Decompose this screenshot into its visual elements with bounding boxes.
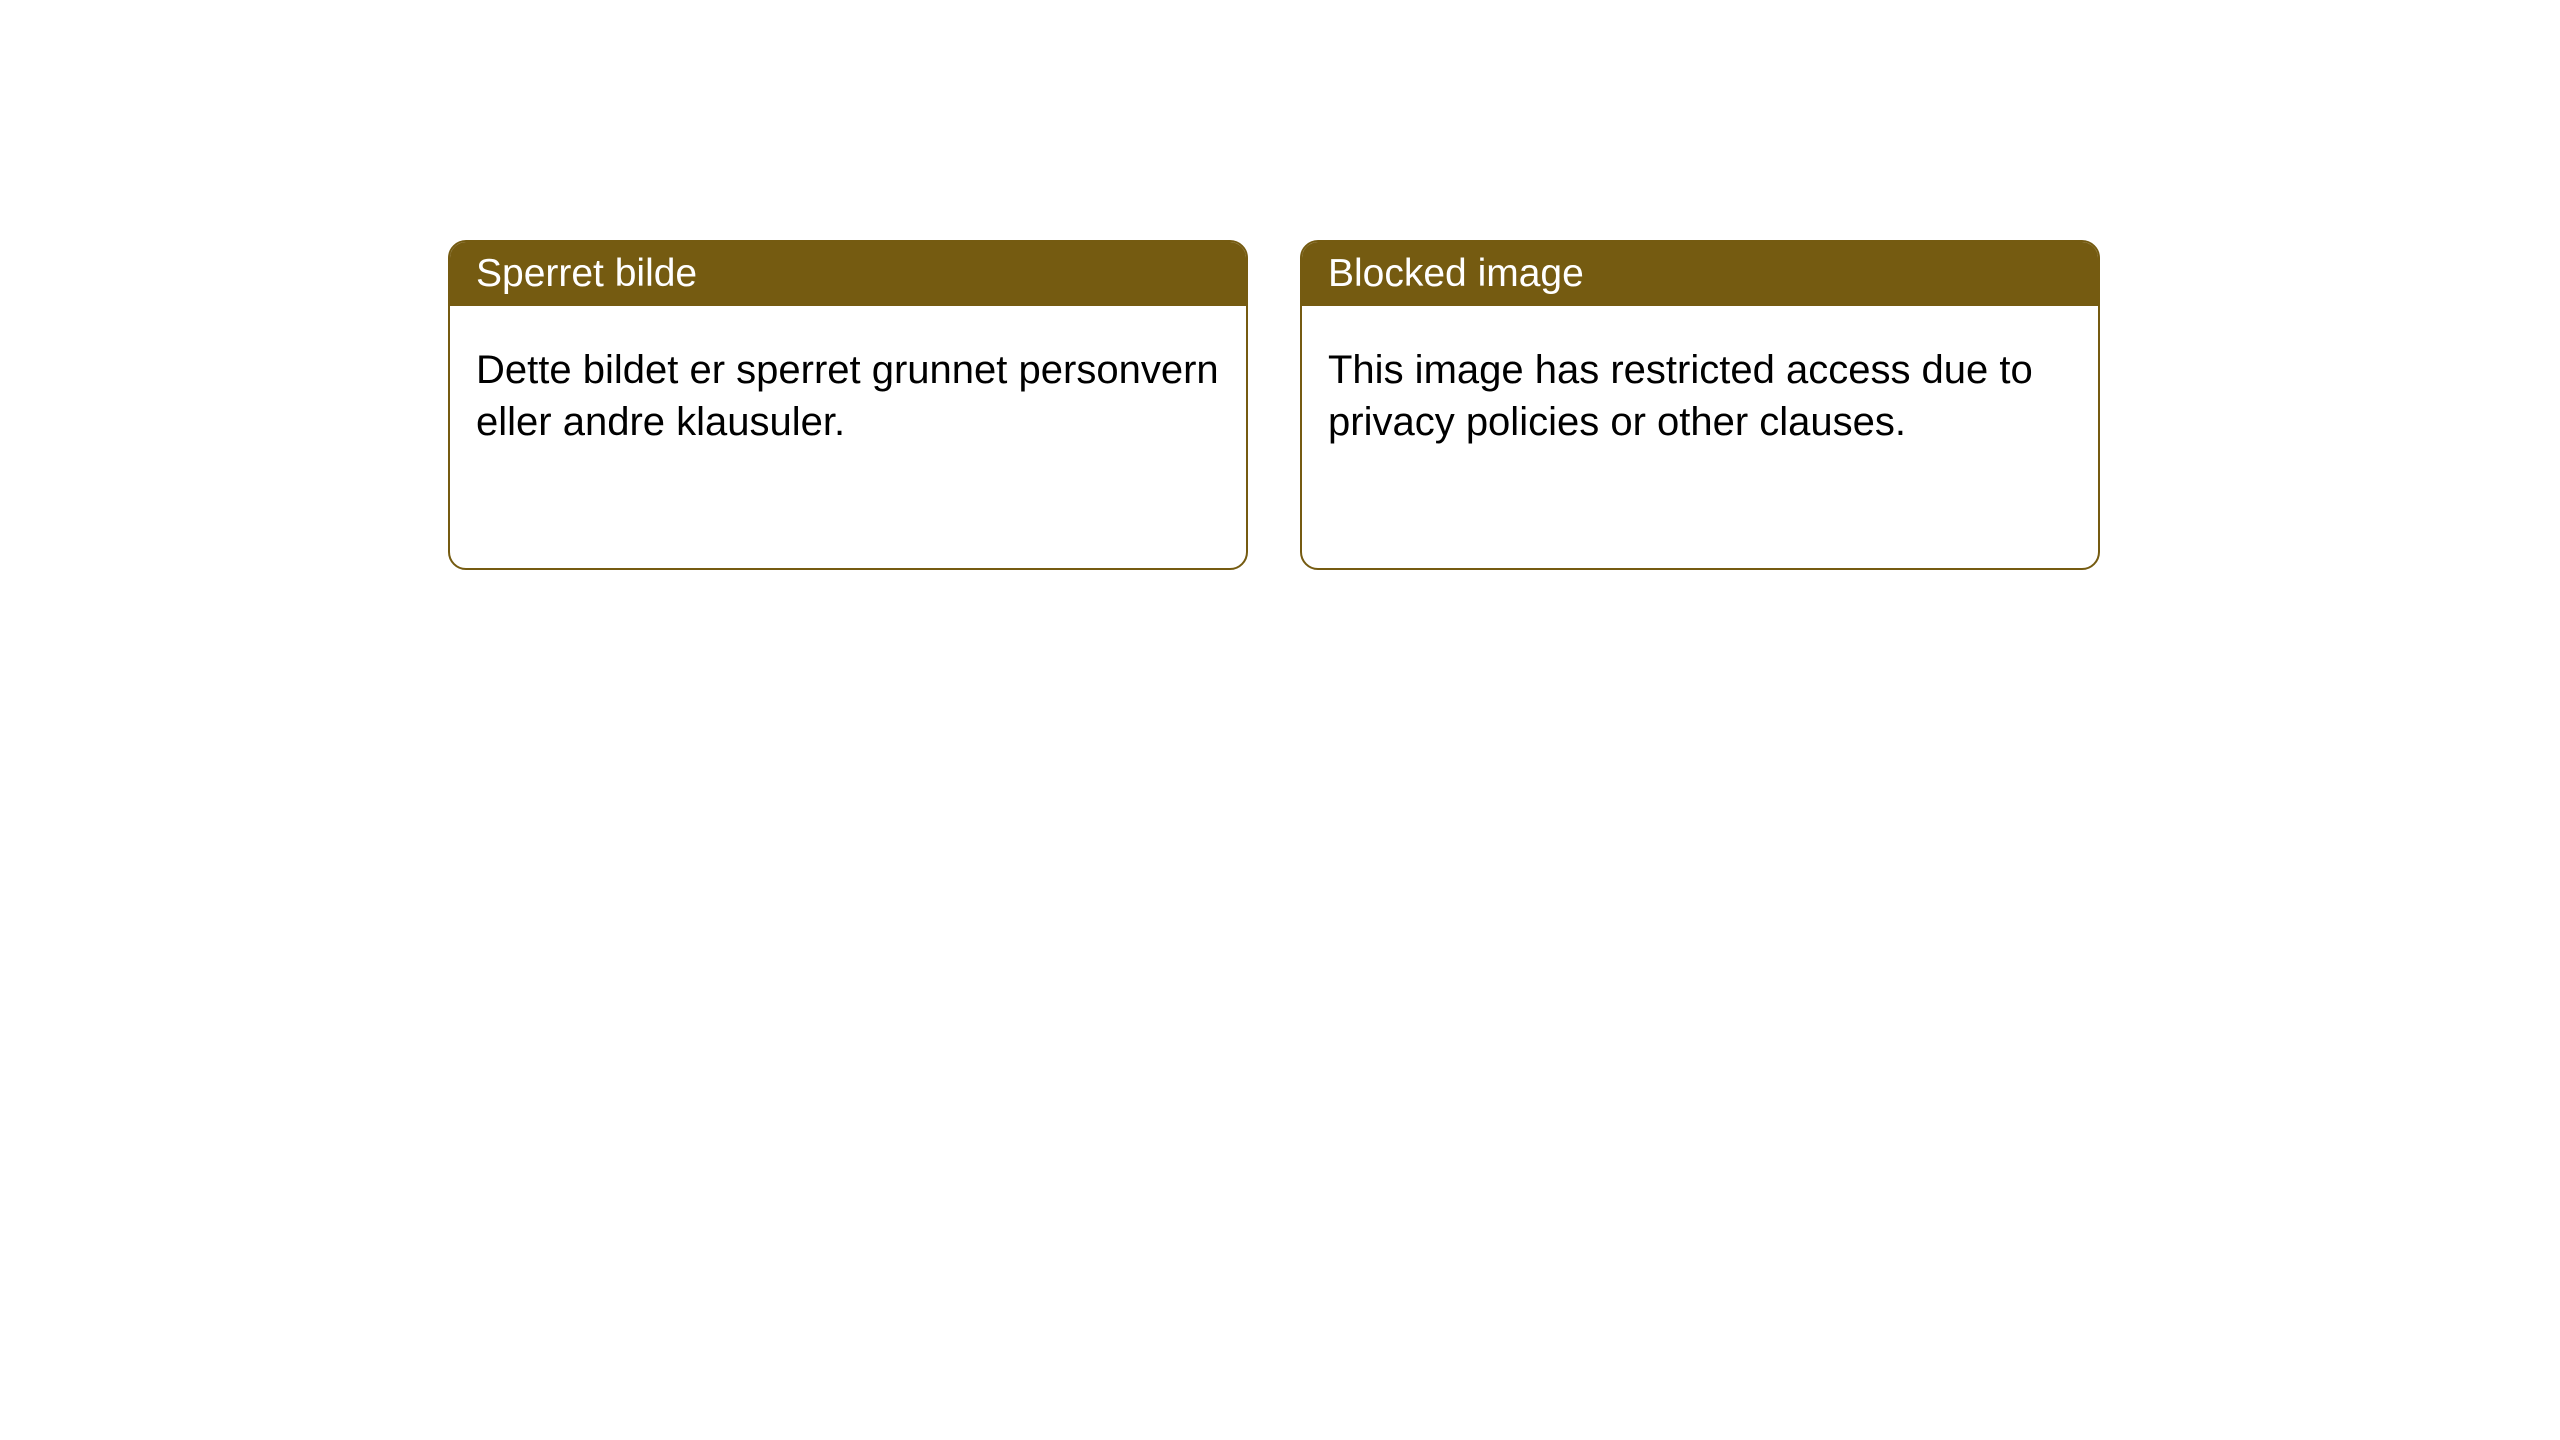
notice-container: Sperret bilde Dette bildet er sperret gr… (0, 0, 2560, 570)
notice-header-norwegian: Sperret bilde (450, 242, 1246, 306)
notice-header-english: Blocked image (1302, 242, 2098, 306)
notice-body-english: This image has restricted access due to … (1302, 306, 2098, 486)
notice-body-norwegian: Dette bildet er sperret grunnet personve… (450, 306, 1246, 486)
notice-card-norwegian: Sperret bilde Dette bildet er sperret gr… (448, 240, 1248, 570)
notice-card-english: Blocked image This image has restricted … (1300, 240, 2100, 570)
